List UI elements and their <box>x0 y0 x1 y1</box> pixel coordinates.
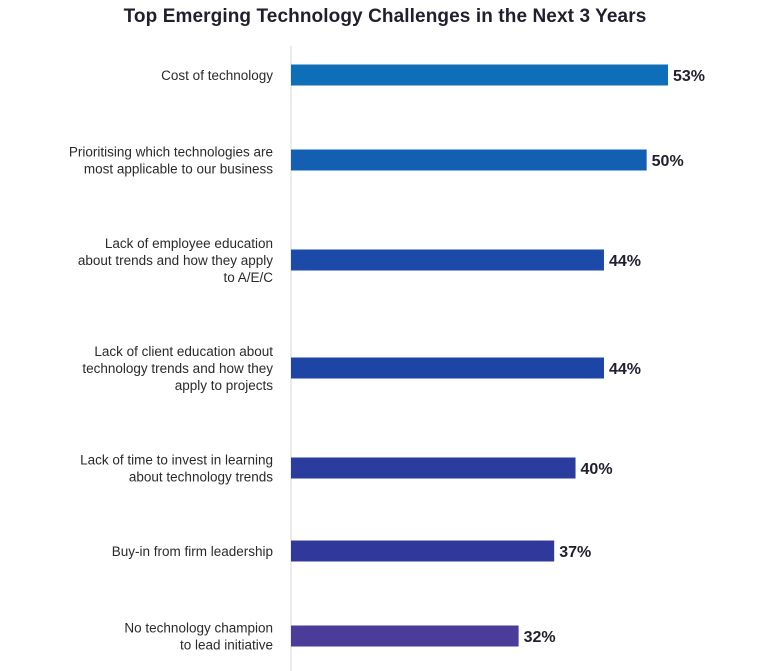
category-label-line: Lack of employee education <box>105 236 273 251</box>
bar-3 <box>291 249 604 271</box>
category-label-line: most applicable to our business <box>84 162 273 177</box>
category-label-line: about technology trends <box>129 470 273 485</box>
category-label-6: Buy-in from firm leadership <box>112 544 273 559</box>
category-label-line: about trends and how they apply <box>78 253 273 268</box>
bar-1 <box>291 64 668 86</box>
value-label-5: 40% <box>581 461 613 478</box>
bar-5 <box>291 457 576 479</box>
category-label-3: Lack of employee education about trends a… <box>78 236 273 285</box>
value-label-1: 53% <box>673 68 705 85</box>
value-label-7: 32% <box>524 629 556 646</box>
category-label-line: Lack of client education about <box>94 344 273 359</box>
bar-2 <box>291 149 647 171</box>
value-label-6: 37% <box>559 544 591 561</box>
bar-7 <box>291 625 519 647</box>
value-label-2: 50% <box>652 153 684 170</box>
category-label-4: Lack of client education about technology… <box>82 344 273 393</box>
category-label-2: Prioritising which technologies are most … <box>69 145 273 177</box>
category-label-5: Lack of time to invest in learning about … <box>80 453 273 485</box>
category-label-line: Lack of time to invest in learning <box>80 453 273 468</box>
bar-6 <box>291 540 555 562</box>
value-label-4: 44% <box>609 361 641 378</box>
bar-4 <box>291 357 604 379</box>
category-label-line: apply to projects <box>175 378 274 393</box>
value-label-3: 44% <box>609 253 641 270</box>
category-label-line: Prioritising which technologies are <box>69 145 273 160</box>
category-label-line: to lead initiative <box>180 638 273 653</box>
category-label-7: No technology champion to lead initiative <box>124 621 273 653</box>
category-label-line: to A/E/C <box>223 270 273 285</box>
chart-title: Top Emerging Technology Challenges in th… <box>123 6 647 27</box>
category-label-line: No technology champion <box>124 621 273 636</box>
category-label-line: technology trends and how they <box>82 361 273 376</box>
category-label-line: Buy-in from firm leadership <box>112 544 273 559</box>
category-label-1: Cost of technology <box>161 68 273 83</box>
category-label-line: Cost of technology <box>161 68 273 83</box>
